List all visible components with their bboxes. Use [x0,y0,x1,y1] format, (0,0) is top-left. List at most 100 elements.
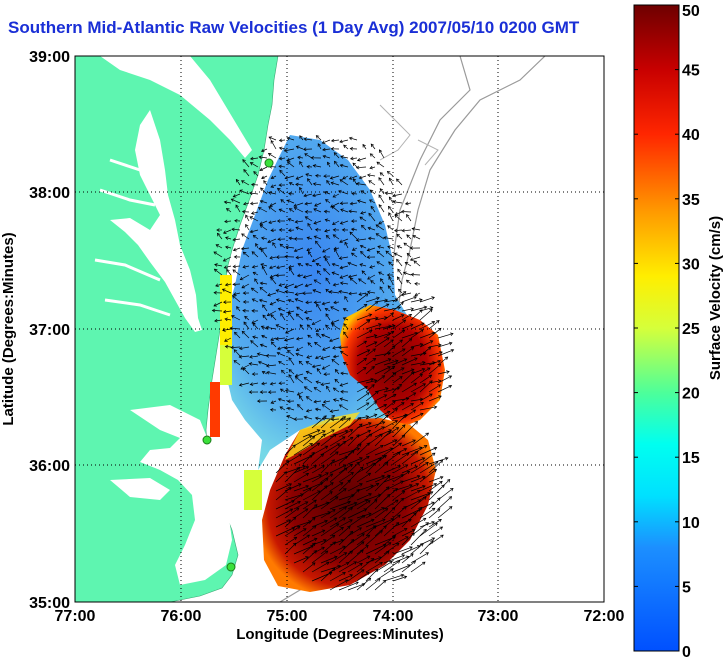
velocity-vector-head [314,203,318,207]
velocity-vector [347,461,360,474]
velocity-vector-head [400,402,405,406]
velocity-vector [406,253,412,258]
velocity-vector-head [321,403,326,408]
velocity-vector-head [238,383,243,387]
velocity-vector-head [377,578,381,582]
velocity-vector [395,211,403,215]
velocity-vector [392,319,406,330]
velocity-vector [212,310,223,312]
velocity-vector [270,314,277,321]
velocity-vector [293,472,309,483]
velocity-vector [278,398,286,402]
velocity-vector [252,336,259,339]
velocity-vector [329,501,351,510]
velocity-vector [374,430,391,447]
velocity-vector-head [261,381,265,386]
velocity-vector [340,156,349,159]
velocity-vector-head [409,546,413,550]
velocity-vector [339,256,349,259]
velocity-vector [288,374,295,384]
velocity-vector [245,214,250,222]
velocity-vector [374,447,393,456]
velocity-vector [339,238,349,243]
velocity-vector [275,487,292,501]
velocity-vector [312,289,322,294]
velocity-vector [322,148,331,151]
velocity-vector [365,445,384,456]
velocity-vector-head [222,258,227,262]
velocity-vector-head [420,329,424,333]
velocity-vector-head [437,497,441,501]
velocity-vector [260,200,268,204]
velocity-vector [302,474,322,483]
velocity-vector-head [405,279,410,284]
velocity-vector [396,178,403,186]
velocity-vector-head [358,443,362,447]
velocity-vector [293,556,309,564]
velocity-vector [293,508,308,519]
velocity-vector [347,434,360,447]
velocity-vector-head [259,390,264,394]
velocity-vector-head [316,333,320,337]
velocity-vector-head [356,158,361,162]
radar-station-marker [202,435,212,445]
velocity-vector-head [234,218,238,223]
velocity-vector-head [374,568,379,573]
velocity-vector-head [287,349,291,354]
velocity-vector [401,553,414,564]
velocity-vector-head [394,420,399,424]
velocity-vector-head [308,435,313,439]
velocity-vector [365,457,382,474]
velocity-vector [302,517,316,528]
velocity-vector-head [324,485,328,489]
velocity-vector-head [436,320,440,324]
velocity-vector-head [224,344,229,349]
velocity-vector [307,334,313,339]
velocity-vector [260,263,268,267]
velocity-vector [329,436,346,447]
velocity-vector-head [366,442,370,446]
velocity-vector-head [294,376,299,380]
velocity-vector [293,501,308,510]
velocity-vector [332,234,340,240]
velocity-vector-head [283,346,288,350]
velocity-vector [288,229,295,231]
radar-station-marker [264,158,274,168]
velocity-vector [299,135,304,141]
velocity-vector-head [430,540,434,544]
velocity-vector-head [340,208,344,213]
velocity-vector [383,507,396,519]
velocity-vector [243,169,250,177]
velocity-vector [374,332,391,339]
velocity-vector [287,218,295,222]
velocity-vector [344,242,349,249]
velocity-vector-head [295,313,300,317]
velocity-vector [316,263,322,267]
velocity-vector-head [448,506,453,510]
velocity-vector-head [292,516,297,521]
velocity-vector-head [448,384,453,389]
velocity-vector-head [431,537,436,541]
velocity-vector [383,331,394,339]
velocity-vector-head [284,284,288,289]
velocity-vector [428,380,441,384]
velocity-vector [225,237,232,240]
velocity-vector [347,583,365,591]
velocity-vector [259,299,268,303]
velocity-vector [374,475,391,492]
velocity-vector [332,346,340,349]
velocity-vector-head [260,325,265,329]
velocity-vector-head [275,289,280,293]
velocity-vector [241,331,250,339]
velocity-vector-head [213,251,217,255]
velocity-vector-head [239,189,243,193]
velocity-vector-head [299,135,303,139]
colorbar-tick-label: 50 [682,3,700,20]
velocity-vector [332,220,340,225]
velocity-vector-head [449,487,454,492]
velocity-vector-head [260,148,265,153]
velocity-vector-head [305,408,310,413]
velocity-vector-head [364,498,369,503]
velocity-vector [347,417,362,429]
velocity-vector [312,256,322,262]
